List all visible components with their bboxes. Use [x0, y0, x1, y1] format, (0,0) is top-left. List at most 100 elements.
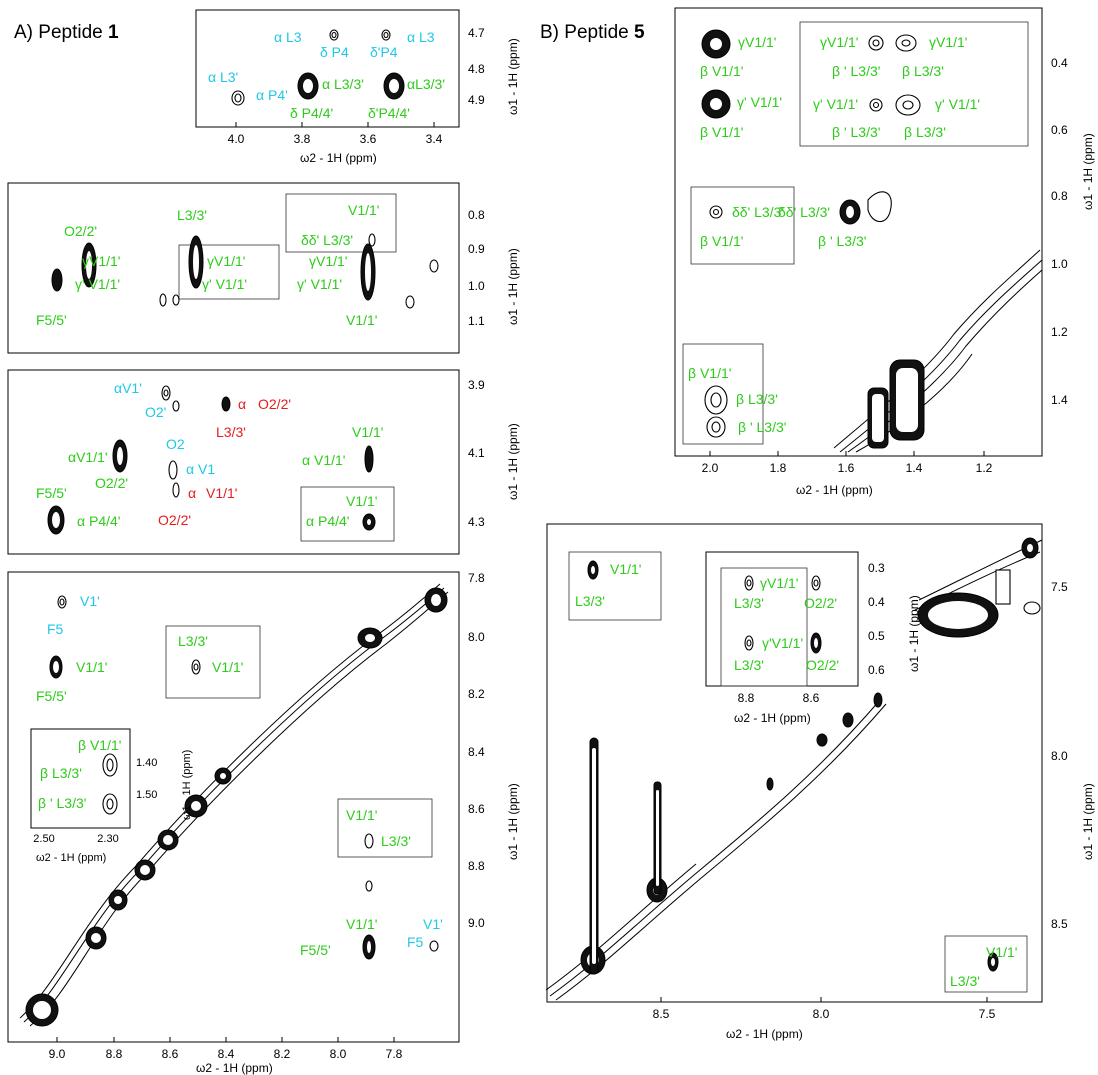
svg-text:γ' V1/1': γ' V1/1'	[813, 96, 858, 112]
b2-frame	[546, 523, 1043, 1003]
svg-text:F5: F5	[47, 621, 64, 637]
svg-text:γV1/1': γV1/1'	[207, 253, 245, 269]
svg-text:7.8: 7.8	[386, 1047, 403, 1061]
b1-inset-box-1	[799, 21, 1029, 147]
svg-text:1.4: 1.4	[1051, 393, 1068, 407]
a4-inset-plot: 2.50 2.30 ω2 - 1H (ppm) 1.40 1.50 ω1 - 1…	[30, 728, 193, 864]
svg-text:1.4: 1.4	[906, 461, 923, 475]
svg-text:8.0: 8.0	[330, 1047, 347, 1061]
svg-text:β L3/3': β L3/3'	[40, 765, 82, 781]
svg-text:β ' L3/3': β ' L3/3'	[738, 419, 786, 435]
svg-text:1.8: 1.8	[770, 461, 787, 475]
svg-text:4.1: 4.1	[468, 446, 485, 460]
svg-text:α L3: α L3	[274, 29, 302, 45]
b2-inset-plot: 8.8 8.6 ω2 - 1H (ppm) 0.3 0.4 0.5 0.6 ω1…	[705, 551, 921, 725]
b1-inset-box-3	[682, 343, 764, 445]
svg-text:β V1/1': β V1/1'	[78, 737, 121, 753]
svg-text:8.6: 8.6	[803, 691, 820, 705]
svg-text:γV1/1': γV1/1'	[82, 253, 120, 269]
b1-inset-box-2	[690, 186, 795, 265]
b1-x-ticks: 2.0 1.8 1.6 1.4 1.2	[702, 451, 993, 475]
svg-text:γV1/1': γV1/1'	[309, 253, 347, 269]
svg-text:α P4/4': α P4/4'	[306, 513, 349, 529]
b1-labels: γV1/1' β V1/1' γ' V1/1' β V1/1' γV1/1' γ…	[688, 34, 980, 435]
panel-b1-spectrum: 2.0 1.8 1.6 1.4 1.2 ω2 - 1H (ppm) 0.4 0.…	[674, 7, 1095, 497]
svg-text:V1/1': V1/1'	[352, 424, 383, 440]
a2-y-ticks: 0.8 0.9 1.0 1.1	[468, 208, 485, 328]
b1-frame	[674, 7, 1043, 457]
svg-text:4.0: 4.0	[228, 132, 245, 146]
panel-a1-spectrum: 4.0 3.8 3.6 3.4 ω2 - 1H (ppm) 4.7 4.8 4.…	[195, 9, 520, 165]
svg-text:α: α	[238, 396, 246, 412]
b2-labels: V1/1' L3/3' γV1/1' L3/3' O2/2' γ'V1/1' L…	[575, 561, 1017, 989]
svg-text:β L3/3': β L3/3'	[736, 391, 778, 407]
svg-text:8.5: 8.5	[653, 1007, 670, 1021]
svg-text:γ' V1/1': γ' V1/1'	[737, 94, 782, 110]
svg-text:F5/5': F5/5'	[36, 312, 67, 328]
svg-text:0.6: 0.6	[868, 663, 885, 677]
svg-text:V1/1': V1/1'	[348, 202, 379, 218]
b2-x-axis-label: ω2 - 1H (ppm)	[726, 1027, 803, 1041]
svg-text:1.6: 1.6	[838, 461, 855, 475]
svg-text:V1/1': V1/1'	[610, 561, 641, 577]
b2-inset-box-2	[944, 935, 1028, 993]
svg-text:2.0: 2.0	[702, 461, 719, 475]
svg-text:L3/3': L3/3'	[575, 593, 605, 609]
svg-text:2.30: 2.30	[97, 833, 118, 845]
a4-inset-box-1	[165, 625, 261, 699]
svg-text:γV1/1': γV1/1'	[820, 34, 858, 50]
svg-text:O2/2': O2/2'	[806, 657, 839, 673]
svg-text:δ P4: δ P4	[320, 44, 349, 60]
svg-text:α V1: α V1	[186, 461, 215, 477]
b1-x-axis-label: ω2 - 1H (ppm)	[796, 483, 873, 497]
panel-a-title: A) Peptide 1	[14, 22, 119, 43]
svg-text:3.6: 3.6	[360, 132, 377, 146]
svg-text:V1/1': V1/1'	[986, 944, 1017, 960]
svg-text:1.1: 1.1	[468, 314, 485, 328]
svg-text:8.8: 8.8	[738, 691, 755, 705]
svg-text:O2/2': O2/2'	[804, 595, 837, 611]
b2-diagonal	[545, 537, 1043, 1001]
panel-b2-spectrum: 8.5 8.0 7.5 ω2 - 1H (ppm) 7.5 8.0 8.5 ω1…	[545, 523, 1095, 1041]
svg-text:F5/5': F5/5'	[300, 942, 331, 958]
a2-y-axis-label: ω1 - 1H (ppm)	[506, 248, 520, 325]
a1-labels: α L3 δ P4 δ'P4 α L3 α L3' α P4' α L3/3' …	[208, 29, 445, 121]
svg-text:O2/2': O2/2'	[158, 512, 191, 528]
b2-x-ticks: 8.5 8.0 7.5	[653, 997, 996, 1021]
a1-y-axis-label: ω1 - 1H (ppm)	[506, 38, 520, 115]
svg-text:V1/1': V1/1'	[346, 493, 377, 509]
svg-text:8.6: 8.6	[162, 1047, 179, 1061]
svg-text:V1/1': V1/1'	[76, 659, 107, 675]
svg-text:7.5: 7.5	[1051, 580, 1068, 594]
a1-frame	[195, 9, 460, 128]
svg-text:9.0: 9.0	[49, 1047, 66, 1061]
a4-diagonal	[19, 583, 449, 1027]
panel-a2-spectrum: 0.8 0.9 1.0 1.1 ω1 - 1H (ppm) O2/2' L3/3…	[7, 182, 520, 354]
svg-text:8.0: 8.0	[813, 1007, 830, 1021]
svg-text:O2/2': O2/2'	[64, 223, 97, 239]
svg-text:0.5: 0.5	[868, 629, 885, 643]
svg-text:8.0: 8.0	[1051, 749, 1068, 763]
a4-y-axis-label: ω1 - 1H (ppm)	[506, 783, 520, 860]
svg-text:α P4': α P4'	[256, 87, 288, 103]
svg-text:L3/3': L3/3'	[734, 595, 764, 611]
svg-text:γ' V1/1': γ' V1/1'	[202, 276, 247, 292]
svg-text:0.9: 0.9	[468, 242, 485, 256]
svg-text:δ'P4/4': δ'P4/4'	[368, 105, 410, 121]
svg-text:7.5: 7.5	[979, 1007, 996, 1021]
svg-text:V1': V1'	[80, 593, 100, 609]
svg-text:L3/3': L3/3'	[381, 833, 411, 849]
b1-diagonal	[833, 249, 1043, 453]
svg-text:V1/1': V1/1'	[206, 485, 237, 501]
a4-peaks	[49, 595, 439, 960]
svg-text:αL3/3': αL3/3'	[407, 76, 445, 92]
b2-peaks	[587, 560, 999, 972]
svg-text:ω1 - 1H (ppm): ω1 - 1H (ppm)	[181, 750, 193, 820]
svg-text:1.0: 1.0	[468, 279, 485, 293]
a3-labels: αV1' O2' α O2/2' L3/3' αV1/1' O2 α V1 O2…	[36, 380, 383, 529]
svg-text:α L3: α L3	[407, 29, 435, 45]
svg-text:3.8: 3.8	[294, 132, 311, 146]
svg-text:V1/1': V1/1'	[346, 807, 377, 823]
svg-text:V1/1': V1/1'	[346, 916, 377, 932]
b1-y-axis-label: ω1 - 1H (ppm)	[1081, 133, 1095, 210]
